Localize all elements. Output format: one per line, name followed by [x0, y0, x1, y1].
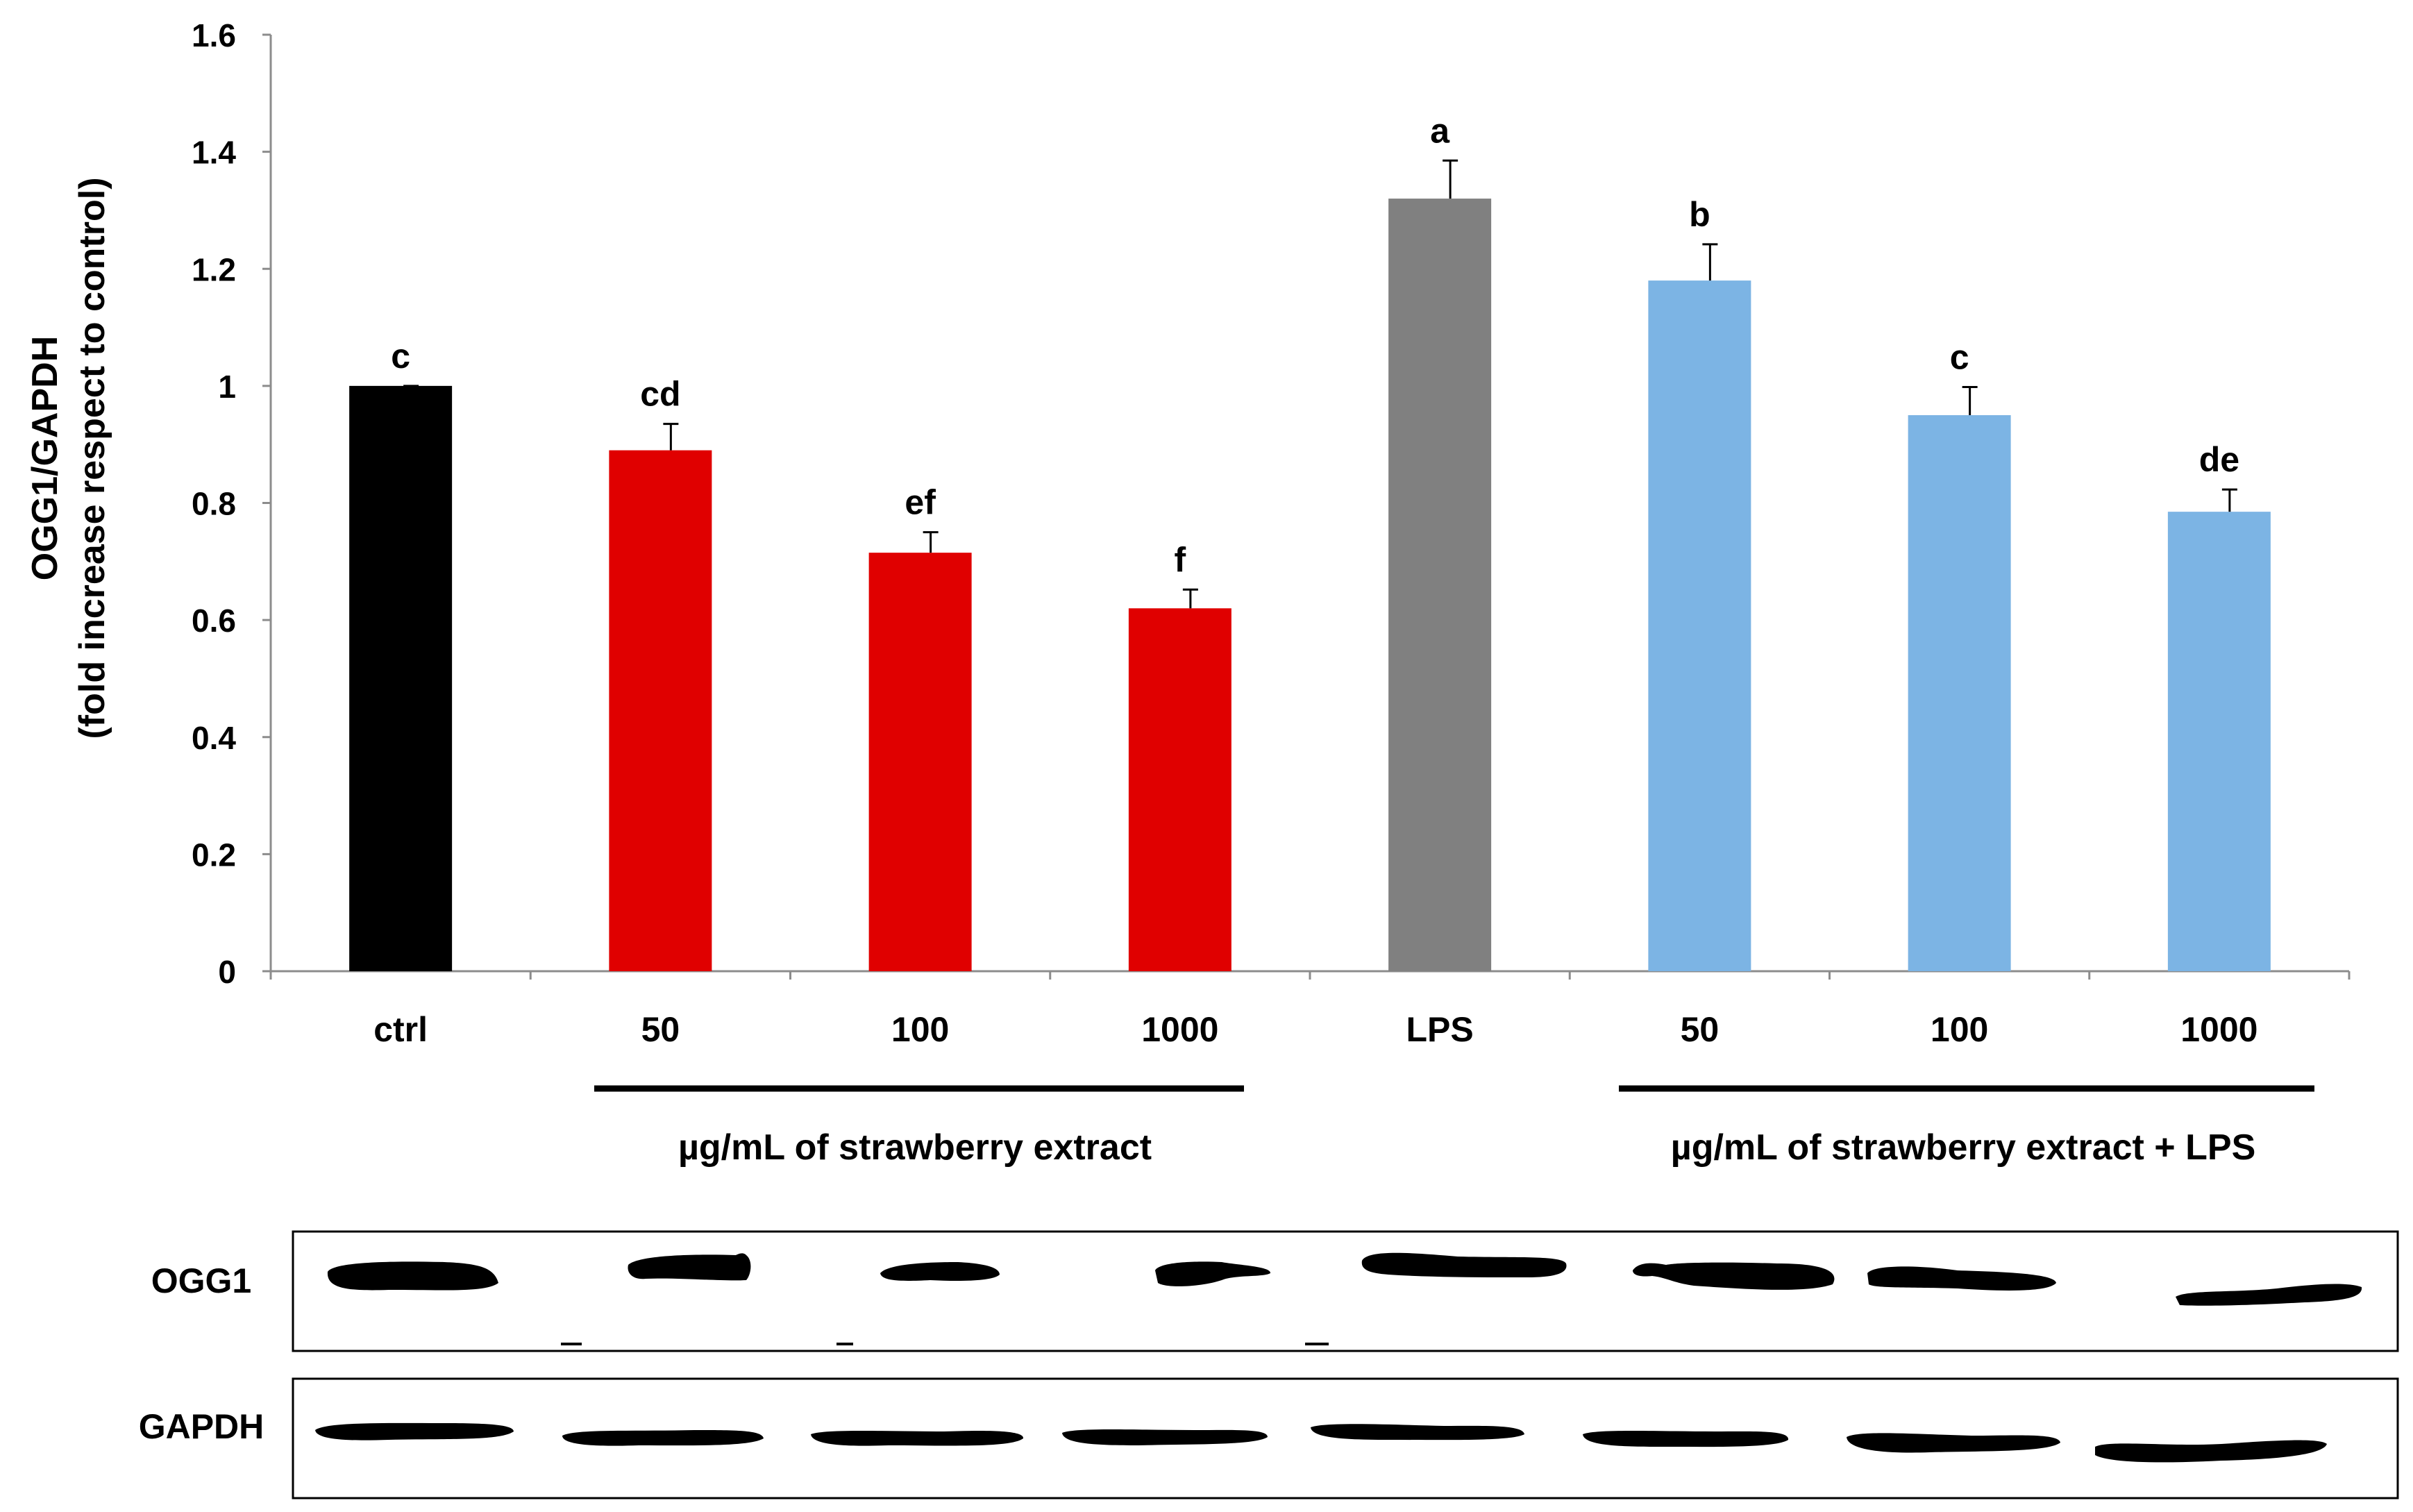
blot-ogg1-speck-2 — [836, 1343, 853, 1345]
y-axis-label-line1: OGG1/GAPDH — [25, 336, 65, 581]
y-axis-label: OGG1/GAPDH (fold increase respect to con… — [25, 177, 112, 739]
bars — [349, 199, 2271, 972]
y-axis-label-line2: (fold increase respect to control) — [72, 177, 112, 739]
significance-letter-2: cd — [640, 375, 680, 414]
blot-gapdh-band-6 — [1583, 1431, 1789, 1447]
blot-ogg1-band-6 — [1633, 1262, 1835, 1290]
y-tick-label: 0.2 — [192, 837, 236, 873]
x-tick-labels: ctrl 50 100 1000 LPS 50 100 1000 — [373, 1010, 2258, 1049]
blot-gapdh-band-7 — [1847, 1433, 2060, 1453]
significance-letter-5: a — [1430, 111, 1450, 150]
blot-ogg1-frame — [292, 1230, 2399, 1352]
y-tick-label: 1 — [218, 369, 236, 405]
significance-letter-7: c — [1950, 338, 1969, 377]
blot-gapdh-band-5 — [1311, 1424, 1524, 1440]
y-tick-label: 0.8 — [192, 486, 236, 522]
y-tick-label: 0.4 — [192, 720, 236, 756]
bar-2 — [609, 450, 712, 971]
y-ticks: 0 0.2 0.4 0.6 0.8 1 1.2 1.4 1.6 — [192, 17, 271, 990]
blot-gapdh-band-4 — [1062, 1429, 1268, 1445]
significance-letters: c cd ef f a b c de — [391, 111, 2239, 579]
x-tick-label-6: 50 — [1681, 1010, 1720, 1049]
y-tick-label: 1.6 — [192, 17, 236, 53]
blot-ogg1-band-7 — [1867, 1266, 2056, 1291]
blot-ogg1-speck-1 — [561, 1343, 582, 1345]
blot-gapdh: GAPDH — [139, 1377, 2399, 1500]
group-label-extract-lps: µg/mL of strawberry extract + LPS — [1671, 1127, 2256, 1168]
group-bracket-extract-lps: µg/mL of strawberry extract + LPS — [1619, 1085, 2314, 1168]
blot-ogg1-label: OGG1 — [151, 1261, 251, 1300]
x-tick-label-1: ctrl — [373, 1010, 428, 1049]
group-label-extract: µg/mL of strawberry extract — [678, 1127, 1152, 1168]
blot-ogg1-band-8 — [2176, 1284, 2362, 1306]
error-bars — [403, 159, 2237, 609]
significance-letter-3: ef — [905, 483, 936, 522]
blot-gapdh-band-2 — [562, 1430, 764, 1446]
bar-1 — [349, 385, 453, 971]
blot-ogg1-band-4 — [1155, 1261, 1271, 1286]
blot-ogg1-band-3 — [880, 1262, 1000, 1282]
significance-letter-1: c — [391, 337, 410, 376]
significance-letter-8: de — [2199, 440, 2239, 479]
blot-gapdh-band-8 — [2095, 1440, 2327, 1463]
bar-8 — [2167, 512, 2271, 971]
x-ticks — [269, 971, 2351, 980]
bar-3 — [868, 553, 972, 971]
x-tick-label-5: LPS — [1406, 1010, 1474, 1049]
y-tick-label: 1.4 — [192, 135, 236, 171]
x-tick-label-7: 100 — [1931, 1010, 1988, 1049]
bar-4 — [1128, 608, 1231, 971]
y-tick-label: 0 — [218, 954, 236, 990]
bar-7 — [1908, 415, 2011, 971]
blot-ogg1: OGG1 — [151, 1230, 2399, 1352]
blot-ogg1-band-1 — [327, 1261, 498, 1291]
x-tick-label-3: 100 — [891, 1010, 949, 1049]
bar-5 — [1388, 199, 1492, 972]
group-bracket-extract: µg/mL of strawberry extract — [594, 1085, 1244, 1168]
significance-letter-4: f — [1175, 540, 1186, 579]
y-tick-label: 0.6 — [192, 603, 236, 639]
blot-gapdh-band-1 — [315, 1422, 514, 1440]
bar-6 — [1648, 280, 1751, 971]
x-tick-label-8: 1000 — [2180, 1010, 2258, 1049]
blot-gapdh-band-3 — [811, 1431, 1024, 1446]
blot-ogg1-band-2 — [628, 1253, 751, 1281]
significance-letter-6: b — [1689, 195, 1710, 234]
x-tick-label-2: 50 — [641, 1010, 680, 1049]
y-tick-label: 1.2 — [192, 251, 236, 287]
x-tick-label-4: 1000 — [1141, 1010, 1218, 1049]
blot-ogg1-band-5 — [1361, 1252, 1567, 1277]
axes — [269, 35, 2349, 973]
blot-gapdh-label: GAPDH — [139, 1407, 264, 1446]
blot-ogg1-speck-3 — [1305, 1343, 1329, 1345]
